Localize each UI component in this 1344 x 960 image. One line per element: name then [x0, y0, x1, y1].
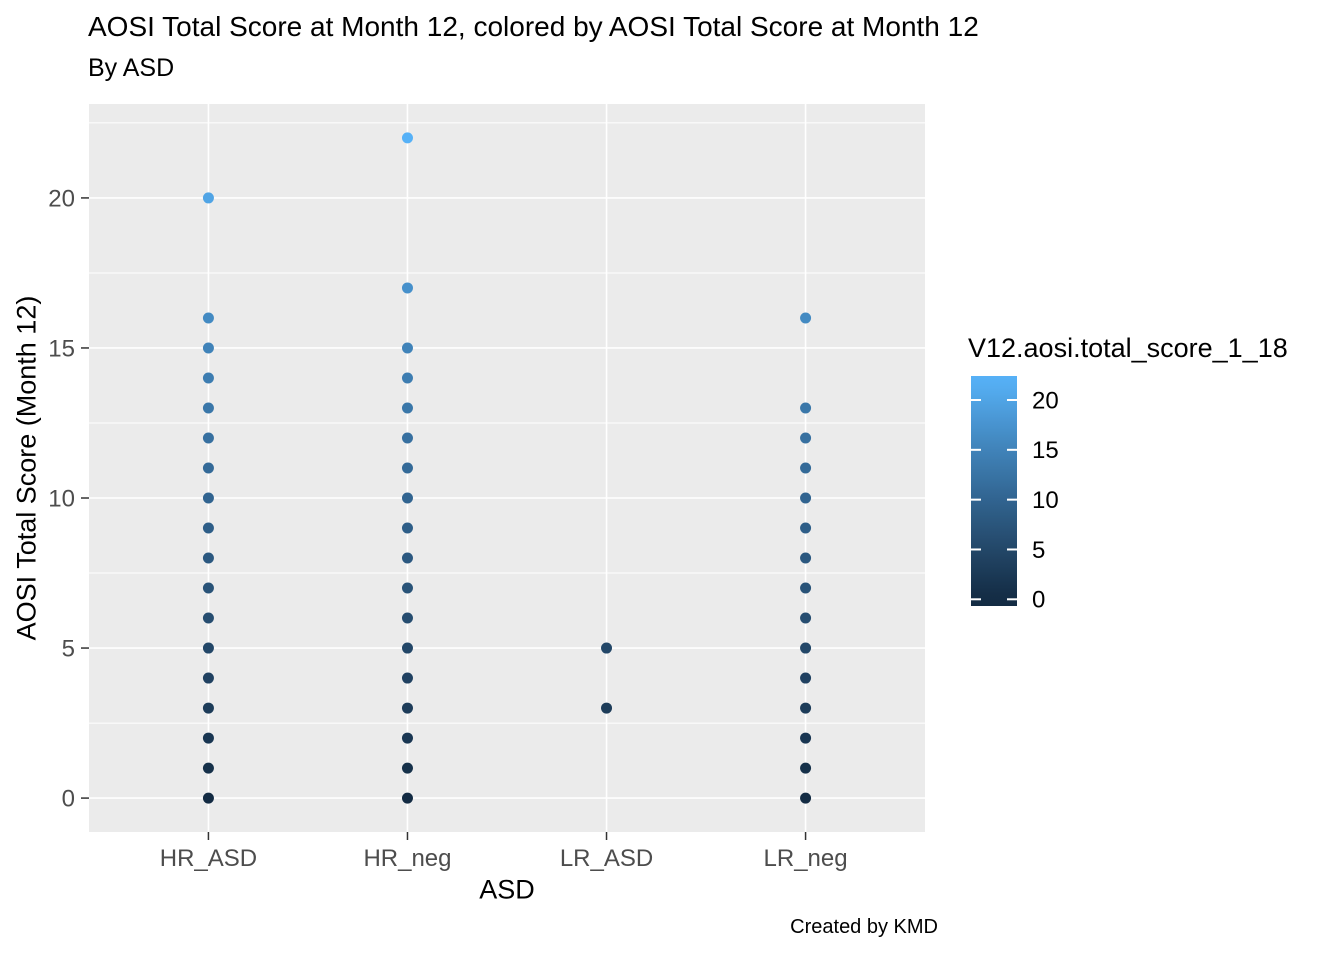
data-point: [800, 402, 812, 414]
data-point: [800, 312, 812, 324]
data-point: [800, 642, 812, 654]
data-point: [202, 402, 214, 414]
series-HR_ASD: [202, 192, 214, 804]
data-point: [202, 372, 214, 384]
plot-caption: Created by KMD: [790, 916, 938, 938]
y-axis-title: AOSI Total Score (Month 12): [11, 295, 42, 641]
data-point: [401, 582, 413, 594]
data-point: [800, 552, 812, 564]
data-point: [202, 342, 214, 354]
series-HR_neg: [401, 132, 413, 804]
data-point: [601, 702, 613, 714]
colorbar: [971, 376, 1017, 606]
data-point: [401, 372, 413, 384]
x-axis-tick-label: LR_ASD: [560, 845, 653, 872]
data-point: [202, 642, 214, 654]
data-point: [202, 432, 214, 444]
data-point: [401, 672, 413, 684]
plot-panel: [89, 104, 925, 832]
colorbar-tick-label: 10: [1032, 487, 1059, 514]
data-point: [401, 402, 413, 414]
colorbar-tick-label: 0: [1032, 587, 1045, 614]
data-point: [800, 612, 812, 624]
x-axis-title: ASD: [479, 874, 535, 905]
data-point: [202, 522, 214, 534]
series-LR_ASD: [601, 642, 613, 714]
plot-title: AOSI Total Score at Month 12, colored by…: [88, 11, 979, 42]
data-point: [800, 792, 812, 804]
data-point: [401, 642, 413, 654]
data-point: [800, 762, 812, 774]
data-point: [202, 792, 214, 804]
data-point: [401, 732, 413, 744]
data-point: [401, 522, 413, 534]
data-point: [401, 282, 413, 294]
data-point: [800, 732, 812, 744]
data-point: [401, 462, 413, 474]
data-point: [800, 582, 812, 594]
data-point: [401, 612, 413, 624]
data-point: [202, 672, 214, 684]
legend-title: V12.aosi.total_score_1_18: [968, 333, 1288, 363]
data-point: [401, 492, 413, 504]
data-point: [202, 582, 214, 594]
data-point: [202, 192, 214, 204]
data-point: [601, 642, 613, 654]
data-point: [401, 132, 413, 144]
data-point: [401, 432, 413, 444]
data-point: [202, 612, 214, 624]
data-point: [202, 702, 214, 714]
y-axis-tick-label: 15: [48, 335, 75, 362]
data-point: [202, 312, 214, 324]
data-point: [800, 702, 812, 714]
colorbar-tick-label: 15: [1032, 437, 1059, 464]
x-axis-tick-label: HR_ASD: [160, 845, 257, 872]
data-point: [401, 702, 413, 714]
data-point: [202, 732, 214, 744]
data-point: [401, 342, 413, 354]
data-point: [202, 552, 214, 564]
x-axis-tick-label: LR_neg: [764, 845, 848, 872]
data-point: [800, 672, 812, 684]
data-point: [401, 762, 413, 774]
colorbar-tick-label: 5: [1032, 537, 1045, 564]
data-point: [800, 462, 812, 474]
series-LR_neg: [800, 312, 812, 804]
data-point: [202, 762, 214, 774]
data-point: [202, 462, 214, 474]
x-axis-tick-label: HR_neg: [363, 845, 451, 872]
data-point: [401, 552, 413, 564]
colorbar-tick-label: 20: [1032, 387, 1059, 414]
data-point: [800, 522, 812, 534]
y-axis-tick-label: 10: [48, 485, 75, 512]
data-point: [401, 792, 413, 804]
data-point: [800, 432, 812, 444]
data-point: [202, 492, 214, 504]
y-axis-tick-label: 0: [62, 785, 75, 812]
y-axis-tick-label: 5: [62, 635, 75, 662]
plot-subtitle: By ASD: [88, 54, 175, 82]
y-axis-tick-label: 20: [48, 185, 75, 212]
data-point: [800, 492, 812, 504]
